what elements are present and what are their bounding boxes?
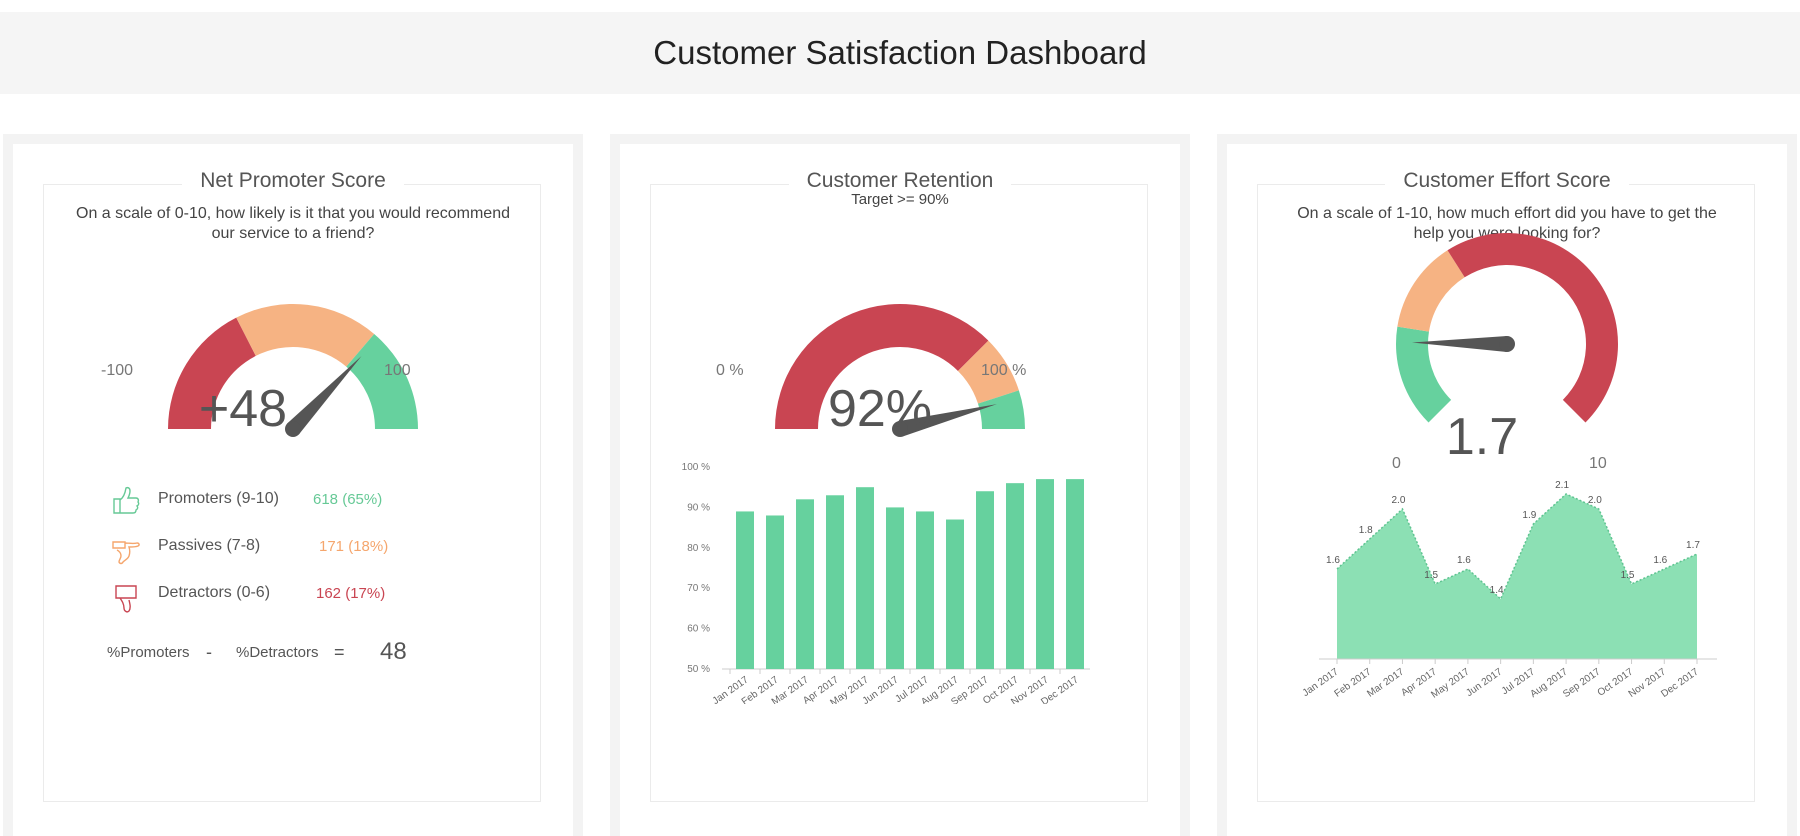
gauge-needle	[1412, 336, 1515, 352]
formula-detractors: %Detractors	[236, 644, 319, 661]
retention-min-label: 0 %	[716, 362, 744, 379]
gauge-segment	[775, 304, 989, 429]
data-label: 1.5	[1621, 570, 1635, 581]
x-tick-label: Dec 2017	[1659, 666, 1701, 700]
nps-panel: Net Promoter Score On a scale of 0-10, h…	[3, 134, 583, 836]
gauge-needle	[285, 356, 362, 437]
nps-max-label: 100	[384, 362, 411, 379]
bar	[1036, 479, 1054, 669]
data-label: 1.4	[1490, 585, 1504, 596]
bar	[1006, 483, 1024, 669]
formula-promoters: %Promoters	[107, 644, 190, 661]
bar	[796, 499, 814, 669]
effort-min-label: 0	[1392, 455, 1401, 472]
retention-gauge	[775, 304, 1025, 437]
legend-passives-value: 171 (18%)	[319, 538, 389, 555]
data-label: 2.0	[1588, 495, 1602, 506]
gauge-segment	[977, 390, 1025, 429]
gauge-segment	[1397, 250, 1465, 332]
data-label: 1.6	[1653, 555, 1667, 566]
thumbs-down-icon	[109, 582, 143, 621]
gauge-segment	[1396, 326, 1452, 423]
data-label: 1.6	[1326, 555, 1340, 566]
bar	[766, 515, 784, 669]
bar	[736, 511, 754, 669]
formula-minus: -	[206, 642, 212, 662]
bar	[856, 487, 874, 669]
y-tick-label: 100 %	[682, 462, 710, 473]
x-tick-label: Mar 2017	[1365, 666, 1406, 699]
nps-question: On a scale of 0-10, how likely is it tha…	[76, 205, 510, 242]
nps-min-label: -100	[101, 362, 134, 379]
thumbs-up-icon	[109, 484, 143, 523]
bar	[946, 519, 964, 669]
area-line	[1336, 493, 1698, 601]
retention-target: Target >= 90%	[851, 191, 949, 208]
data-label: 2.0	[1392, 495, 1406, 506]
area-fill	[1337, 494, 1697, 659]
data-label: 1.8	[1359, 525, 1373, 536]
x-tick-label: Sep 2017	[1561, 666, 1603, 700]
bar	[826, 495, 844, 669]
gauge-segment	[168, 317, 256, 429]
nps-title: Net Promoter Score	[13, 169, 573, 193]
thumbs-sideways-icon	[109, 536, 143, 575]
x-tick-label: Jun 2017	[1464, 666, 1504, 699]
y-tick-label: 50 %	[687, 664, 710, 675]
legend-passives-label: Passives (7-8)	[158, 537, 261, 554]
effort-title: Customer Effort Score	[1227, 169, 1787, 193]
bar	[886, 507, 904, 669]
y-tick-label: 70 %	[687, 583, 710, 594]
nps-gauge	[168, 304, 418, 437]
bar	[916, 511, 934, 669]
gauge-segment	[236, 304, 375, 367]
data-label: 1.6	[1457, 555, 1471, 566]
effort-panel-inner: Customer Effort Score On a scale of 1-10…	[1227, 144, 1787, 836]
legend-promoters-label: Promoters (9-10)	[158, 490, 279, 507]
effort-gauge	[1396, 233, 1618, 423]
data-label: 1.9	[1522, 510, 1536, 521]
formula-equals: =	[334, 642, 345, 662]
bar	[976, 491, 994, 669]
legend-detractors-value: 162 (17%)	[316, 585, 386, 602]
retention-title: Customer Retention	[620, 169, 1180, 193]
y-tick-label: 90 %	[687, 502, 710, 513]
retention-max-label: 100 %	[981, 362, 1027, 379]
y-tick-label: 80 %	[687, 543, 710, 554]
gauge-segment	[1447, 233, 1618, 423]
bar	[1066, 479, 1084, 669]
legend-detractors-label: Detractors (0-6)	[158, 584, 271, 601]
gauge-segment	[346, 333, 418, 429]
gauge-segment	[957, 340, 1019, 404]
data-label: 1.5	[1424, 570, 1438, 581]
data-label: 1.7	[1686, 540, 1700, 551]
nps-value: +48	[198, 380, 288, 438]
data-label: 2.1	[1555, 480, 1569, 491]
gauge-needle	[892, 404, 997, 437]
nps-panel-inner: Net Promoter Score On a scale of 0-10, h…	[13, 144, 573, 836]
formula-result: 48	[380, 638, 407, 665]
y-tick-label: 60 %	[687, 624, 710, 635]
dashboard-header: Customer Satisfaction Dashboard	[0, 12, 1800, 94]
dashboard-title: Customer Satisfaction Dashboard	[653, 34, 1147, 71]
legend-promoters-value: 618 (65%)	[313, 491, 383, 508]
effort-max-label: 10	[1589, 455, 1607, 472]
retention-panel: Customer Retention Target >= 90% 0 % 100…	[610, 134, 1190, 836]
effort-panel: Customer Effort Score On a scale of 1-10…	[1217, 134, 1797, 836]
retention-value: 92%	[827, 380, 933, 438]
effort-value: 1.7	[1445, 408, 1519, 466]
retention-panel-inner: Customer Retention Target >= 90% 0 % 100…	[620, 144, 1180, 836]
